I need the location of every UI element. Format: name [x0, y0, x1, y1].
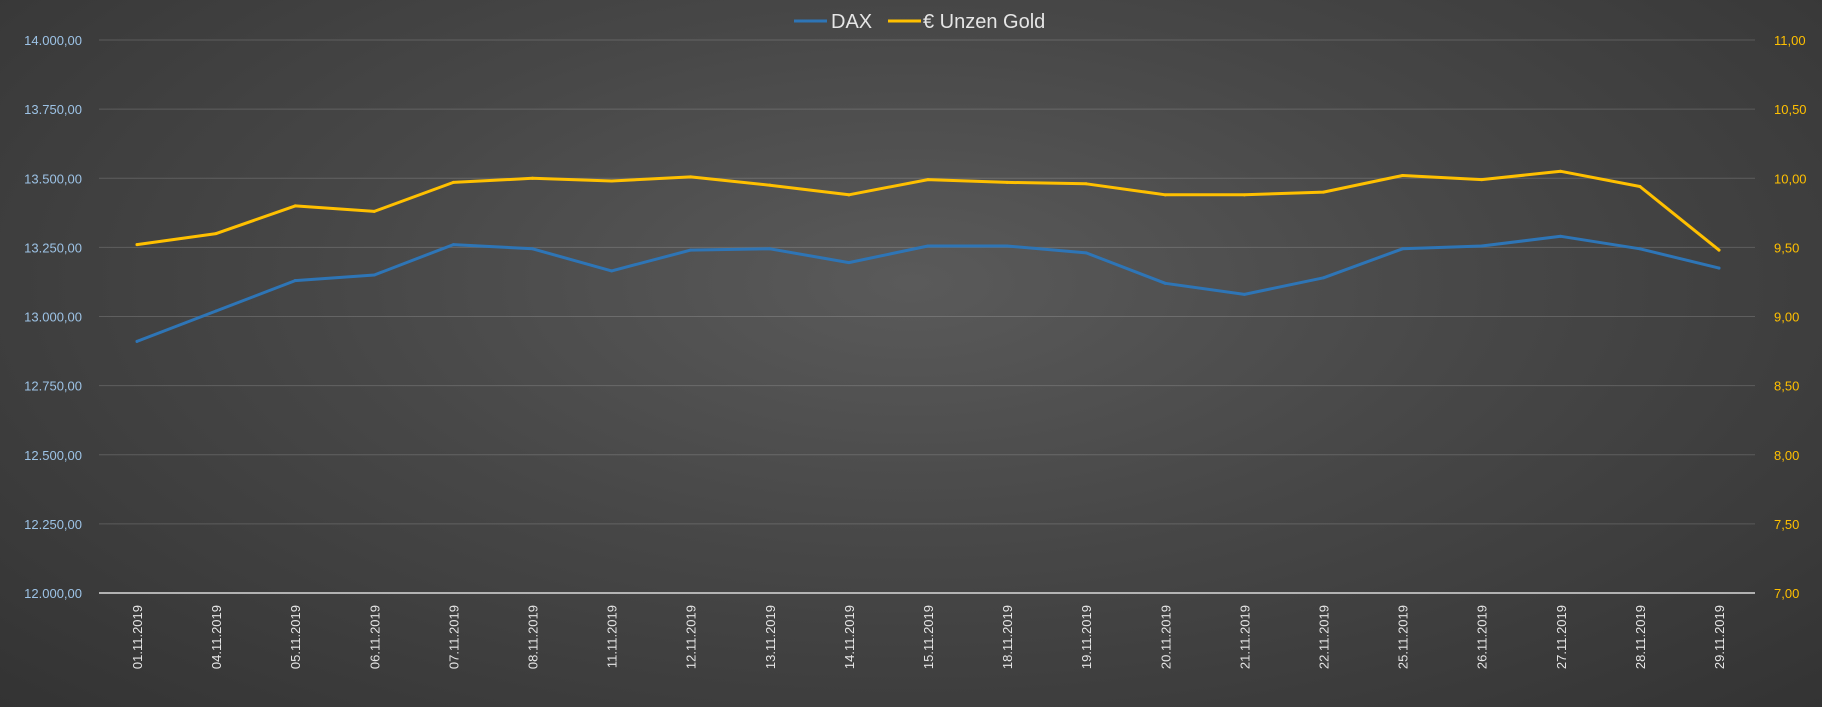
x-tick-label: 13.11.2019: [763, 605, 778, 669]
data-point-dax: [135, 339, 139, 343]
x-tick-label: 20.11.2019: [1158, 605, 1173, 669]
x-tick-label: 11.11.2019: [605, 605, 620, 668]
data-point-gold: [1163, 193, 1167, 197]
x-tick-label: 29.11.2019: [1712, 605, 1727, 669]
legend-label-dax: DAX: [831, 11, 872, 33]
data-point-gold: [1005, 180, 1009, 184]
data-point-gold: [1401, 173, 1405, 177]
y-left-tick-label: 13.250,00: [24, 240, 82, 255]
data-point-dax: [1163, 281, 1167, 285]
data-point-dax: [372, 273, 376, 277]
y-left-tick-label: 12.250,00: [24, 517, 82, 532]
x-tick-label: 28.11.2019: [1633, 605, 1648, 669]
x-tick-label: 21.11.2019: [1237, 605, 1252, 669]
x-tick-label: 26.11.2019: [1475, 605, 1490, 669]
y-right-tick-label: 9,00: [1774, 310, 1799, 325]
data-point-dax: [1480, 244, 1484, 248]
data-point-dax: [1242, 292, 1246, 296]
y-left-tick-label: 12.750,00: [24, 379, 82, 394]
data-point-gold: [1717, 248, 1721, 252]
data-point-gold: [531, 176, 534, 180]
y-right-tick-label: 9,50: [1774, 240, 1799, 255]
y-right-tick-label: 10,50: [1774, 102, 1807, 117]
x-tick-label: 01.11.2019: [130, 605, 145, 669]
data-point-gold: [1559, 169, 1563, 173]
x-tick-label: 25.11.2019: [1396, 605, 1411, 669]
x-tick-label: 05.11.2019: [288, 605, 303, 669]
data-point-gold: [372, 209, 376, 213]
x-tick-label: 22.11.2019: [1317, 605, 1332, 669]
data-point-gold: [1322, 190, 1325, 194]
y-axis-left: 14.000,00 13.750,00 13.500,00 13.250,00 13.0…: [24, 33, 82, 601]
y-left-tick-label: 13.000,00: [24, 310, 82, 325]
legend-label-gold: € Unzen Gold: [923, 11, 1045, 33]
data-point-dax: [1401, 247, 1405, 251]
x-tick-label: 14.11.2019: [842, 605, 857, 669]
y-left-tick-label: 12.000,00: [24, 586, 82, 601]
data-point-dax: [847, 261, 851, 265]
x-tick-label: 06.11.2019: [367, 605, 382, 669]
x-tick-label: 04.11.2019: [209, 605, 224, 669]
data-point-gold: [610, 179, 614, 183]
y-left-tick-label: 14.000,00: [24, 33, 82, 48]
x-tick-label: 19.11.2019: [1079, 605, 1094, 669]
data-point-dax: [1717, 266, 1721, 270]
x-tick-label: 27.11.2019: [1554, 605, 1569, 669]
y-left-tick-label: 13.500,00: [24, 171, 82, 186]
data-point-dax: [1084, 251, 1088, 255]
legend: DAX € Unzen Gold: [794, 11, 1045, 33]
data-point-gold: [1638, 185, 1642, 189]
data-point-dax: [768, 247, 772, 251]
y-right-tick-label: 11,00: [1774, 33, 1806, 48]
series-line-dax: [135, 234, 1721, 343]
y-right-tick-label: 7,00: [1774, 586, 1799, 601]
x-axis: 01.11.2019 04.11.2019 05.11.2019 06.11.2019…: [130, 605, 1727, 669]
data-point-gold: [926, 178, 930, 182]
data-point-gold: [1242, 193, 1246, 197]
y-left-tick-label: 13.750,00: [24, 102, 82, 117]
data-point-dax: [689, 248, 693, 252]
data-point-dax: [451, 243, 455, 247]
y-right-tick-label: 7,50: [1774, 517, 1799, 532]
data-point-dax: [1559, 234, 1563, 238]
data-point-gold: [847, 193, 851, 197]
data-point-gold: [135, 243, 139, 247]
data-point-gold: [689, 175, 693, 179]
x-tick-label: 15.11.2019: [921, 605, 936, 669]
data-point-gold: [451, 180, 455, 184]
y-left-tick-label: 12.500,00: [24, 448, 82, 463]
data-point-dax: [1638, 247, 1642, 251]
x-tick-label: 07.11.2019: [446, 605, 461, 669]
plot-series: [135, 169, 1721, 343]
y-right-tick-label: 10,00: [1774, 171, 1807, 186]
data-point-dax: [1005, 244, 1009, 248]
data-point-dax: [926, 244, 930, 248]
data-point-gold: [214, 232, 218, 236]
data-point-dax: [1322, 276, 1325, 280]
data-point-gold: [293, 204, 297, 208]
x-tick-label: 18.11.2019: [1000, 605, 1015, 669]
data-point-gold: [1480, 178, 1484, 182]
y-axis-right: 11,00 10,50 10,00 9,50 9,00 8,50 8,00 7,50 7,00: [1774, 33, 1807, 601]
data-point-dax: [531, 247, 534, 251]
y-right-tick-label: 8,00: [1774, 448, 1799, 463]
data-point-dax: [610, 269, 614, 273]
data-point-gold: [1084, 182, 1088, 186]
data-point-gold: [768, 183, 772, 187]
data-point-dax: [293, 279, 297, 283]
x-tick-label: 12.11.2019: [684, 605, 699, 669]
x-tick-label: 08.11.2019: [526, 605, 541, 669]
y-right-tick-label: 8,50: [1774, 379, 1799, 394]
gridlines: [99, 39, 1755, 594]
data-point-dax: [214, 309, 218, 313]
